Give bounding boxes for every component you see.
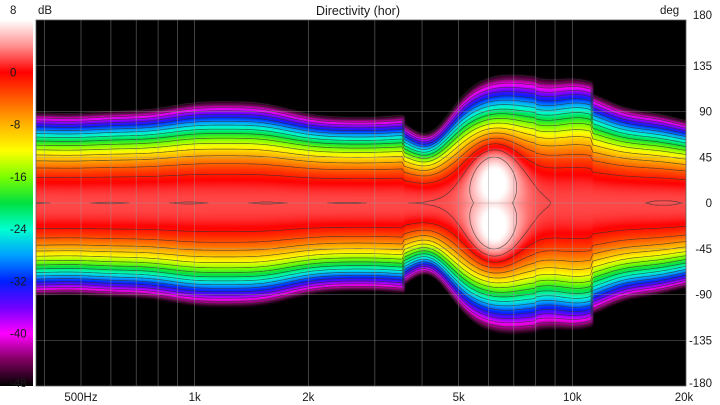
x-tick-label: 20k bbox=[675, 392, 694, 404]
colorbar-tick-label: -8 bbox=[10, 120, 20, 132]
y-tick-label: -180 bbox=[689, 378, 712, 390]
x-tick-label: 500Hz bbox=[64, 392, 97, 404]
y-tick-label: -90 bbox=[695, 290, 712, 302]
y-tick-label: 180 bbox=[693, 10, 712, 22]
colorbar-unit-label: dB bbox=[38, 5, 52, 17]
y-tick-label: 0 bbox=[706, 198, 712, 210]
y-tick-label: 45 bbox=[699, 152, 712, 164]
x-tick-label: 10k bbox=[563, 392, 582, 404]
colorbar-tick-label: -24 bbox=[10, 224, 27, 236]
x-tick-label: 5k bbox=[453, 392, 465, 404]
y-tick-label: 135 bbox=[693, 61, 712, 73]
colorbar-tick-label: -48 bbox=[10, 378, 27, 390]
colorbar-tick-label: 8 bbox=[10, 5, 16, 17]
y-tick-label: -45 bbox=[695, 244, 712, 256]
x-tick-label: 2k bbox=[302, 392, 314, 404]
plot-frame bbox=[35, 19, 687, 387]
colorbar-tick-label: 0 bbox=[10, 67, 16, 79]
x-tick-label: 1k bbox=[189, 392, 201, 404]
colorbar bbox=[0, 20, 33, 386]
colorbar-tick-label: -32 bbox=[10, 276, 27, 288]
y-tick-label: 90 bbox=[699, 107, 712, 119]
heatmap-plot bbox=[36, 20, 686, 386]
colorbar-tick-label: -40 bbox=[10, 329, 27, 341]
y-axis-unit-label: deg bbox=[660, 5, 679, 17]
colorbar-tick-label: -16 bbox=[10, 172, 27, 184]
y-tick-label: -135 bbox=[689, 335, 712, 347]
chart-title: Directivity (hor) bbox=[316, 4, 400, 18]
